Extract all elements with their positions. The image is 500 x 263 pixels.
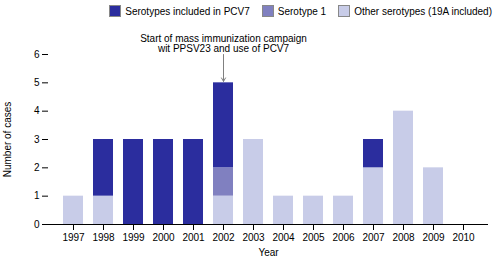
svg-text:4: 4 — [34, 105, 40, 116]
svg-text:2004: 2004 — [272, 232, 295, 243]
svg-text:1997: 1997 — [62, 232, 85, 243]
svg-text:2000: 2000 — [152, 232, 175, 243]
svg-text:2007: 2007 — [362, 232, 385, 243]
svg-text:2003: 2003 — [242, 232, 265, 243]
svg-text:1999: 1999 — [122, 232, 145, 243]
svg-text:2005: 2005 — [302, 232, 325, 243]
svg-text:Start of mass immunization cam: Start of mass immunization campaignwit P… — [140, 33, 307, 54]
svg-text:0: 0 — [34, 219, 40, 230]
svg-text:Year: Year — [258, 247, 279, 258]
html-text:Serotypes included in PCV7: Serotypes included in PCV7 — [125, 5, 250, 17]
svg-text:3: 3 — [34, 134, 40, 145]
svg-text:6: 6 — [34, 49, 40, 60]
svg-text:1: 1 — [34, 190, 40, 201]
svg-text:Number of cases: Number of cases — [2, 102, 13, 178]
html-text:Serotype 1: Serotype 1 — [277, 5, 327, 17]
html-text:Other serotypes (19A included): Other serotypes (19A included) — [354, 5, 492, 17]
svg-text:2009: 2009 — [422, 232, 445, 243]
svg-text:5: 5 — [34, 77, 40, 88]
svg-text:1998: 1998 — [92, 232, 115, 243]
svg-text:2001: 2001 — [182, 232, 205, 243]
svg-text:2: 2 — [34, 162, 40, 173]
svg-text:2008: 2008 — [392, 232, 415, 243]
svg-text:2010: 2010 — [452, 232, 475, 243]
svg-text:2006: 2006 — [332, 232, 355, 243]
svg-text:2002: 2002 — [212, 232, 235, 243]
